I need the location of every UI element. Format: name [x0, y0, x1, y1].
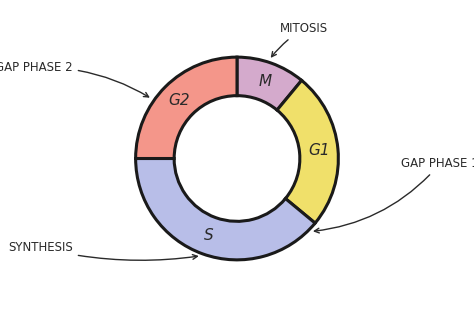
- Text: SYNTHESIS: SYNTHESIS: [8, 241, 197, 260]
- Text: G1: G1: [308, 143, 329, 158]
- Text: M: M: [258, 74, 272, 89]
- Wedge shape: [277, 81, 338, 223]
- Wedge shape: [136, 57, 237, 158]
- Wedge shape: [136, 158, 315, 260]
- Text: GAP PHASE 1: GAP PHASE 1: [314, 157, 474, 233]
- Text: GAP PHASE 2: GAP PHASE 2: [0, 61, 149, 97]
- Text: G2: G2: [168, 93, 190, 108]
- Text: S: S: [204, 228, 214, 243]
- Text: MITOSIS: MITOSIS: [272, 22, 328, 57]
- Wedge shape: [237, 57, 301, 110]
